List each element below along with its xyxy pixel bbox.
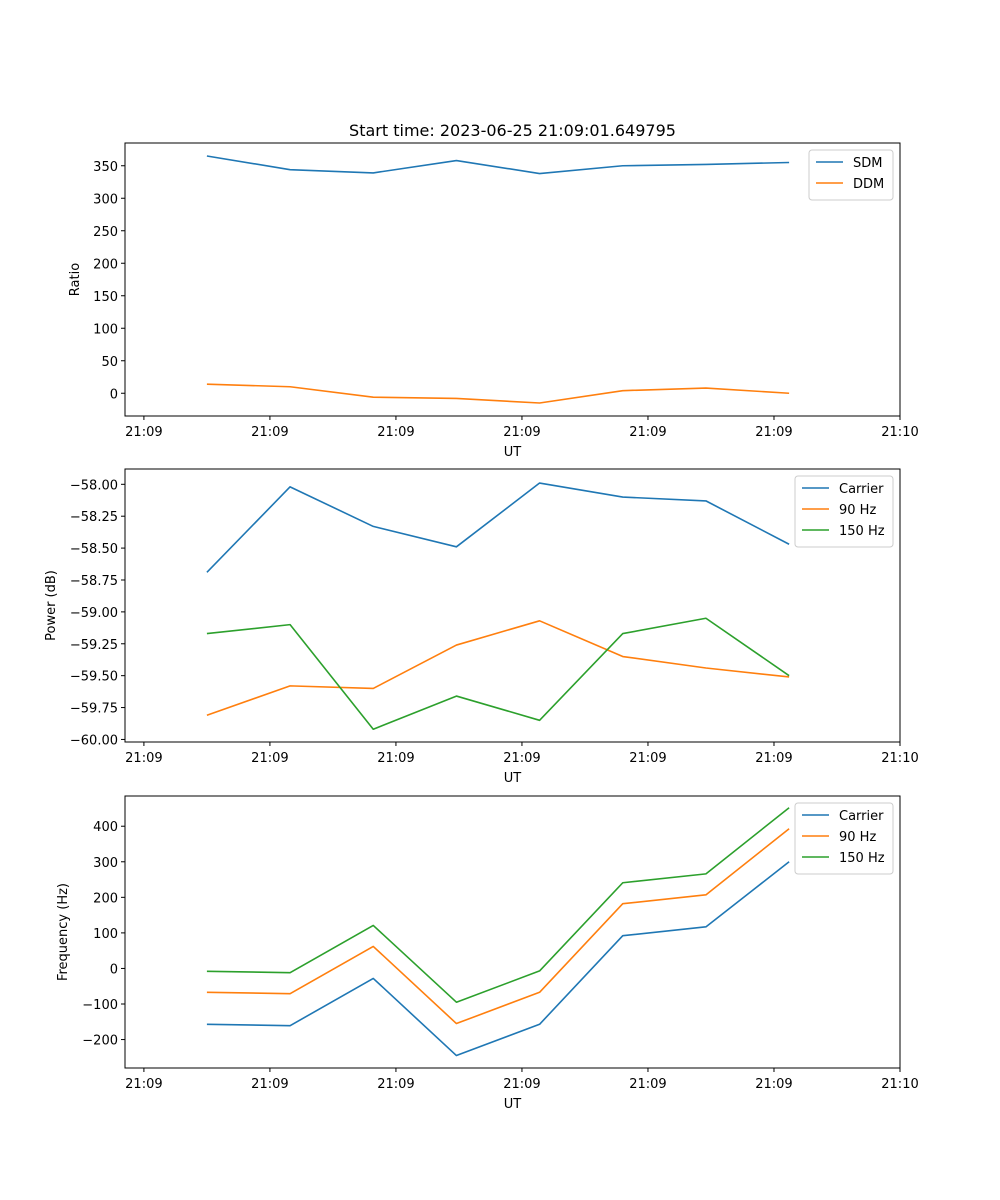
series-line-carrier — [206, 861, 790, 1057]
axes-frame — [124, 142, 901, 417]
legend-label: 150 Hz — [839, 524, 885, 539]
x-tick-label: 21:10 — [881, 425, 918, 440]
x-tick-label: 21:09 — [629, 751, 666, 766]
y-tick-label: 0 — [110, 387, 118, 402]
y-tick-label: −59.50 — [70, 670, 118, 685]
y-tick-label: 200 — [93, 891, 118, 906]
series-line-150-hz — [206, 617, 790, 731]
legend-label: SDM — [853, 156, 882, 171]
chart-title: Start time: 2023-06-25 21:09:01.649795 — [349, 121, 676, 140]
y-axis-label: Power (dB) — [44, 570, 59, 641]
x-tick-label: 21:09 — [125, 1077, 162, 1092]
x-tick-label: 21:09 — [629, 425, 666, 440]
series-line-carrier — [206, 482, 790, 573]
x-tick-label: 21:09 — [251, 1077, 288, 1092]
legend-label: 150 Hz — [839, 851, 885, 866]
subplot-3: 21:09 21:09 21:09 21:09 21:09 21:09 21:10 −200 −… — [56, 795, 919, 1112]
x-tick-label: 21:09 — [125, 425, 162, 440]
y-axis-label: Frequency (Hz) — [56, 883, 71, 981]
y-tick-label: 100 — [93, 927, 118, 942]
y-tick-label: −59.75 — [70, 702, 118, 717]
y-tick-label: −200 — [82, 1034, 118, 1049]
x-tick-label: 21:10 — [881, 1077, 918, 1092]
x-axis-label: UT — [504, 771, 522, 786]
axes-frame — [124, 795, 901, 1069]
y-tick-label: 0 — [110, 962, 118, 977]
x-tick-label: 21:09 — [377, 751, 414, 766]
x-tick-label: 21:09 — [755, 1077, 792, 1092]
legend: Carrier 90 Hz 150 Hz — [794, 475, 894, 548]
legend-label: DDM — [853, 177, 884, 192]
y-tick-label: −58.25 — [70, 510, 118, 525]
subplot-2: 21:09 21:09 21:09 21:09 21:09 21:09 21:10 −60.0… — [44, 468, 919, 786]
y-tick-label: 400 — [93, 820, 118, 835]
y-tick-label: −60.00 — [70, 733, 118, 748]
y-tick-label: −100 — [82, 998, 118, 1013]
y-tick-label: −58.50 — [70, 542, 118, 557]
series-line-90-hz — [206, 828, 790, 1025]
series-line-90-hz — [206, 620, 790, 716]
axes-frame — [124, 468, 901, 743]
x-tick-label: 21:09 — [377, 425, 414, 440]
x-tick-label: 21:09 — [503, 751, 540, 766]
x-tick-label: 21:09 — [251, 425, 288, 440]
y-axis-label: Ratio — [68, 263, 83, 296]
y-tick-label: 150 — [93, 290, 118, 305]
y-tick-label: −58.00 — [70, 478, 118, 493]
x-tick-label: 21:10 — [881, 751, 918, 766]
subplot-1: 21:09 21:09 21:09 21:09 21:09 21:09 21:10 0 50 10… — [68, 121, 919, 460]
x-tick-label: 21:09 — [251, 751, 288, 766]
y-tick-label: 50 — [101, 355, 118, 370]
legend-label: 90 Hz — [839, 830, 876, 845]
y-tick-label: 300 — [93, 192, 118, 207]
legend: SDM DDM — [808, 149, 894, 201]
legend: Carrier 90 Hz 150 Hz — [794, 802, 894, 875]
x-tick-label: 21:09 — [755, 751, 792, 766]
y-tick-label: 300 — [93, 856, 118, 871]
y-tick-label: 100 — [93, 322, 118, 337]
subplots: 21:09 21:09 21:09 21:09 21:09 21:09 21:10 0 50 10… — [44, 121, 919, 1112]
y-tick-label: 250 — [93, 225, 118, 240]
x-tick-label: 21:09 — [125, 751, 162, 766]
x-tick-label: 21:09 — [377, 1077, 414, 1092]
series-line-150-hz — [206, 807, 790, 1004]
x-tick-label: 21:09 — [503, 425, 540, 440]
legend-label: Carrier — [839, 809, 884, 824]
x-axis-label: UT — [504, 445, 522, 460]
x-tick-label: 21:09 — [755, 425, 792, 440]
legend-label: Carrier — [839, 482, 884, 497]
y-tick-label: 350 — [93, 160, 118, 175]
series-line-sdm — [206, 155, 790, 175]
legend-label: 90 Hz — [839, 503, 876, 518]
y-tick-label: −59.25 — [70, 638, 118, 653]
y-tick-label: −58.75 — [70, 574, 118, 589]
x-tick-label: 21:09 — [503, 1077, 540, 1092]
x-axis-label: UT — [504, 1097, 522, 1112]
x-tick-label: 21:09 — [629, 1077, 666, 1092]
y-tick-label: 200 — [93, 257, 118, 272]
y-tick-label: −59.00 — [70, 606, 118, 621]
series-line-ddm — [206, 383, 790, 404]
